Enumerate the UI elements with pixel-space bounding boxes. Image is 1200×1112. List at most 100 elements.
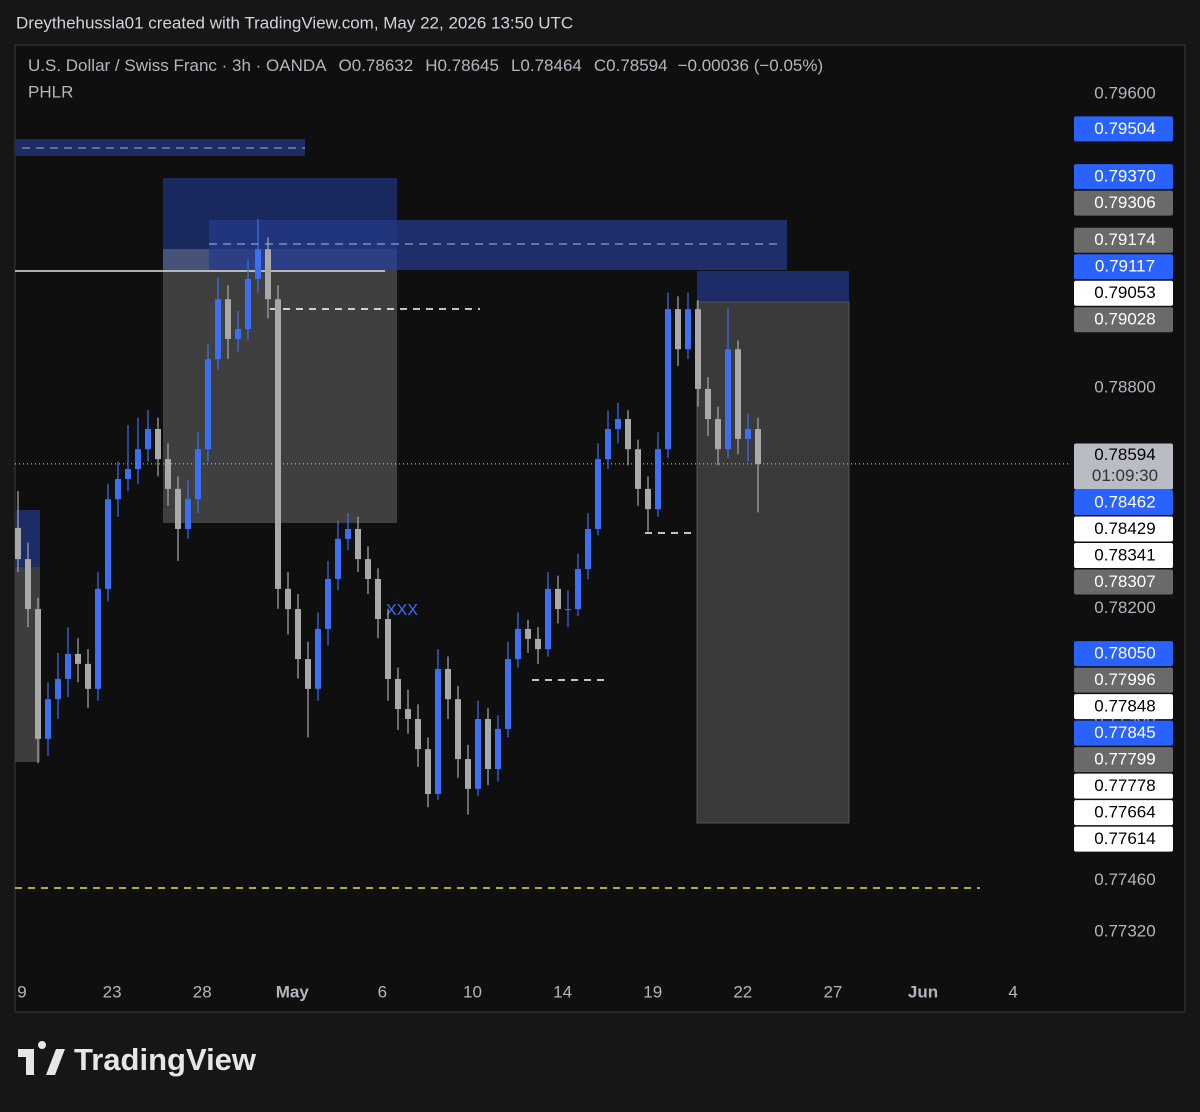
candle-body xyxy=(325,578,331,629)
candle-body xyxy=(225,299,231,339)
candle-body xyxy=(755,428,761,464)
ohlc-key: C xyxy=(594,56,606,75)
candle-body xyxy=(335,538,341,579)
ohlc-value: 0.78594 xyxy=(606,56,667,75)
candle-body xyxy=(375,578,381,620)
candle-body xyxy=(365,559,371,579)
candle-body xyxy=(575,569,581,610)
ohlc-value: 0.78645 xyxy=(437,56,498,75)
x-tick-label: 14 xyxy=(553,982,572,1001)
price-badge-label: 0.77848 xyxy=(1094,697,1155,716)
candle-body xyxy=(15,527,21,560)
candle-body xyxy=(725,349,731,450)
x-tick-label: May xyxy=(276,982,310,1001)
price-badge-label: 0.79306 xyxy=(1094,193,1155,212)
candle-body xyxy=(65,653,71,679)
candle-body xyxy=(135,449,141,470)
y-tick-label: 0.77460 xyxy=(1094,870,1155,889)
price-badge-label: 0.78462 xyxy=(1094,492,1155,511)
candle-body xyxy=(465,759,471,789)
legend: U.S. Dollar / Swiss Franc · 3h · OANDA O0… xyxy=(28,56,823,75)
price-badge-label: 0.79117 xyxy=(1095,257,1155,276)
header: Dreythehussla01 created with TradingView… xyxy=(16,13,573,32)
candle-body xyxy=(165,459,171,489)
candle-body xyxy=(285,588,291,610)
price-badge xyxy=(1074,667,1173,693)
price-badge xyxy=(1074,800,1173,826)
price-badge-label: 0.79174 xyxy=(1094,230,1155,249)
price-badge xyxy=(1074,569,1173,595)
price-badge xyxy=(1074,641,1173,667)
candle-body xyxy=(155,428,161,460)
symbol: U.S. Dollar / Swiss Franc · 3h · OANDA xyxy=(28,56,327,75)
drawings xyxy=(15,139,980,889)
candle-body xyxy=(45,699,51,739)
candle-body xyxy=(395,678,401,710)
logo-mark xyxy=(18,1041,65,1075)
candle-body xyxy=(95,588,101,689)
price-badge xyxy=(1074,747,1173,773)
candle-body xyxy=(635,449,641,489)
price-badge-label: 0.79028 xyxy=(1094,310,1155,329)
x-tick-label: 19 xyxy=(643,982,662,1001)
candle-body xyxy=(55,678,61,700)
candle-body xyxy=(535,638,541,650)
y-tick-label: 0.78800 xyxy=(1094,378,1155,397)
price-badge-label: 0.77845 xyxy=(1094,723,1155,742)
candle-body xyxy=(405,709,411,720)
candle-body xyxy=(115,478,121,500)
candle-body xyxy=(495,728,501,770)
price-badge xyxy=(1074,826,1173,852)
candle-body xyxy=(645,488,651,510)
candle-body xyxy=(215,299,221,360)
price-badge-label: 0.78307 xyxy=(1094,572,1155,591)
price-badge-label: 0.77799 xyxy=(1094,750,1155,769)
candle-body xyxy=(685,309,691,350)
candle-body xyxy=(585,528,591,570)
candle-body xyxy=(485,719,491,770)
candle-body xyxy=(75,653,81,664)
price-badge xyxy=(1074,542,1173,568)
candle-body xyxy=(85,663,91,689)
price-badge xyxy=(1074,116,1173,142)
candle-body xyxy=(655,449,661,510)
countdown: 01:09:30 xyxy=(1092,466,1158,485)
candle-body xyxy=(295,609,301,660)
candle-body xyxy=(415,719,421,750)
price-badge-label: 0.78050 xyxy=(1094,644,1155,663)
candle-body xyxy=(255,249,261,280)
price-badge xyxy=(1074,694,1173,720)
annotation: XXX xyxy=(386,602,418,619)
price-badge-label: 0.77778 xyxy=(1094,776,1155,795)
candle-body xyxy=(185,499,191,529)
candle-body xyxy=(455,699,461,760)
candle-body xyxy=(475,719,481,789)
candle-body xyxy=(195,449,201,500)
candle-body xyxy=(745,428,751,439)
candle-body xyxy=(705,388,711,420)
candle-body xyxy=(695,309,701,389)
candle-body xyxy=(595,459,601,529)
price-badge xyxy=(1074,164,1173,190)
candle-body xyxy=(665,309,671,450)
zone xyxy=(15,139,305,156)
candle-body xyxy=(385,619,391,679)
candle-body xyxy=(235,329,241,339)
candle-body xyxy=(625,419,631,450)
candle-body xyxy=(735,349,741,439)
candle-body xyxy=(605,428,611,460)
x-tick-label: 6 xyxy=(378,982,387,1001)
candle-body xyxy=(555,588,561,610)
candle-body xyxy=(715,419,721,450)
candle-body xyxy=(355,528,361,560)
indicator: PHLR xyxy=(28,82,73,101)
ohlc-value: 0.78464 xyxy=(520,56,581,75)
price-badge-label: 0.77664 xyxy=(1094,803,1155,822)
brand: TradingView xyxy=(74,1042,257,1077)
candle-body xyxy=(425,749,431,794)
candle-body xyxy=(35,609,41,739)
price-badge-label: 0.77614 xyxy=(1094,829,1155,848)
candle-body xyxy=(245,279,251,329)
zone xyxy=(696,301,850,824)
